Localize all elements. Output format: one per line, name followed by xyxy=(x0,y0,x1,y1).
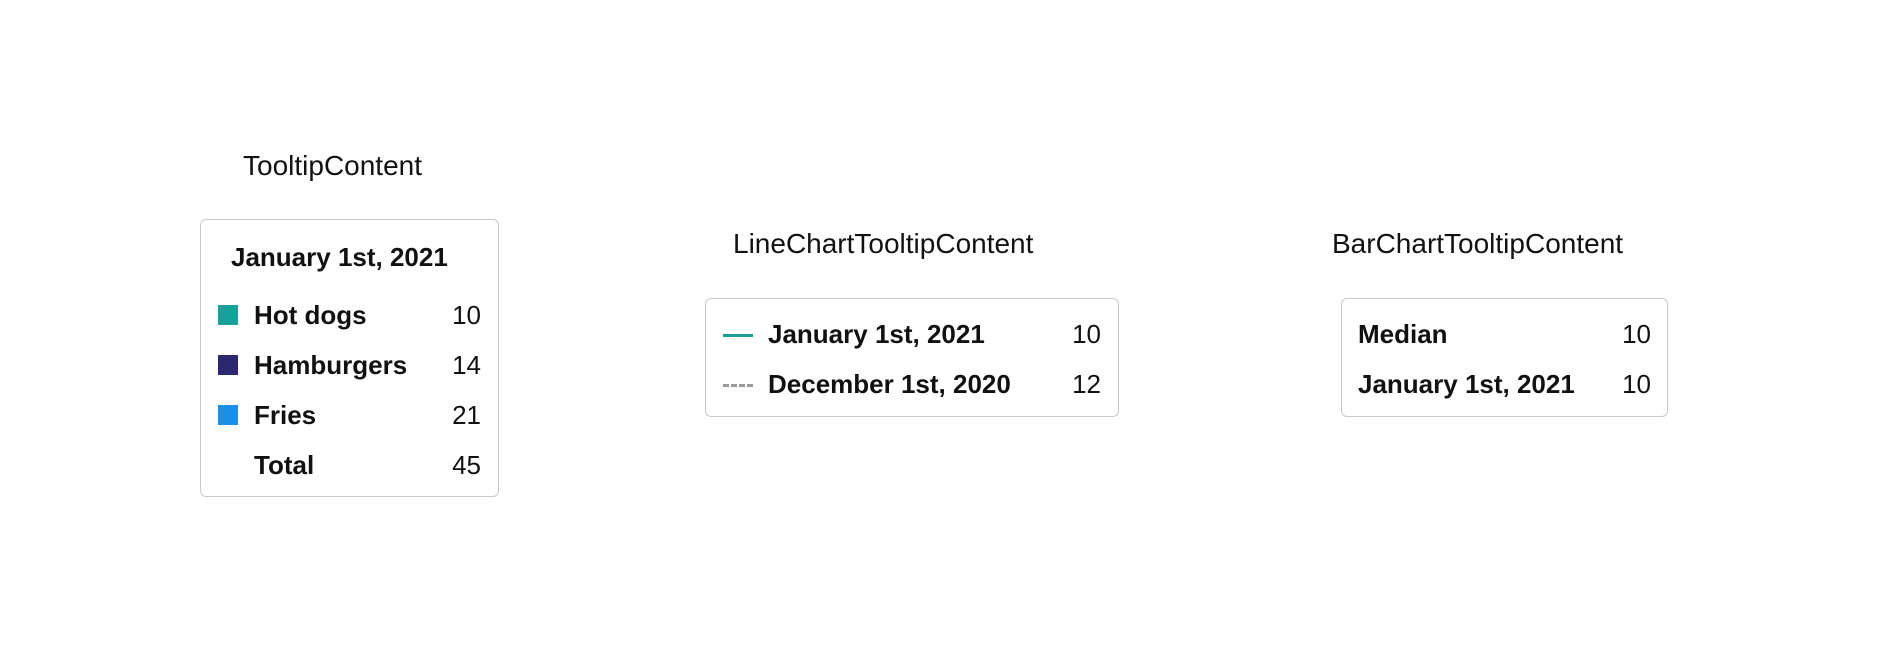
line-chart-tooltip-card: January 1st, 2021 10 December 1st, 2020 … xyxy=(705,298,1119,417)
tooltip-row-hamburgers: Hamburgers 14 xyxy=(201,345,498,385)
line-chart-tooltip-content-title: LineChartTooltipContent xyxy=(733,228,1034,259)
tooltip-row-fries: Fries 21 xyxy=(201,395,498,435)
tooltip-row-total: Total 45 xyxy=(201,445,498,485)
bar-tooltip-row-date: January 1st, 2021 10 xyxy=(1342,364,1667,404)
row-label: Hamburgers xyxy=(254,350,408,380)
fries-swatch-icon xyxy=(218,405,238,425)
hamburgers-swatch-icon xyxy=(218,355,238,375)
tooltip-row-hot-dogs: Hot dogs 10 xyxy=(201,295,498,335)
line-tooltip-row-previous: December 1st, 2020 12 xyxy=(706,364,1118,404)
row-value: 10 xyxy=(452,300,481,330)
tooltip-content-title: TooltipContent xyxy=(243,150,423,181)
row-value: 21 xyxy=(452,400,481,430)
row-value: 14 xyxy=(452,350,481,380)
tooltip-heading: January 1st, 2021 xyxy=(231,242,448,272)
row-label: January 1st, 2021 xyxy=(768,319,985,349)
row-value: 12 xyxy=(1072,369,1101,399)
hot-dogs-swatch-icon xyxy=(218,305,238,325)
solid-line-icon xyxy=(723,334,753,337)
line-tooltip-row-current: January 1st, 2021 10 xyxy=(706,314,1118,354)
row-label: Median xyxy=(1358,319,1448,349)
row-value: 10 xyxy=(1072,319,1101,349)
row-value: 10 xyxy=(1622,369,1651,399)
total-label: Total xyxy=(254,450,315,480)
row-label: Hot dogs xyxy=(254,300,367,330)
row-label: Fries xyxy=(254,400,317,430)
tooltip-content-card: January 1st, 2021 Hot dogs 10 Hamburgers… xyxy=(200,219,499,497)
total-value: 45 xyxy=(452,450,481,480)
row-label: December 1st, 2020 xyxy=(768,369,1011,399)
row-value: 10 xyxy=(1622,319,1651,349)
bar-tooltip-row-median: Median 10 xyxy=(1342,314,1667,354)
bar-chart-tooltip-content-title: BarChartTooltipContent xyxy=(1332,228,1624,259)
bar-chart-tooltip-card: Median 10 January 1st, 2021 10 xyxy=(1341,298,1668,417)
dashed-line-icon xyxy=(723,384,753,387)
row-label: January 1st, 2021 xyxy=(1358,369,1575,399)
